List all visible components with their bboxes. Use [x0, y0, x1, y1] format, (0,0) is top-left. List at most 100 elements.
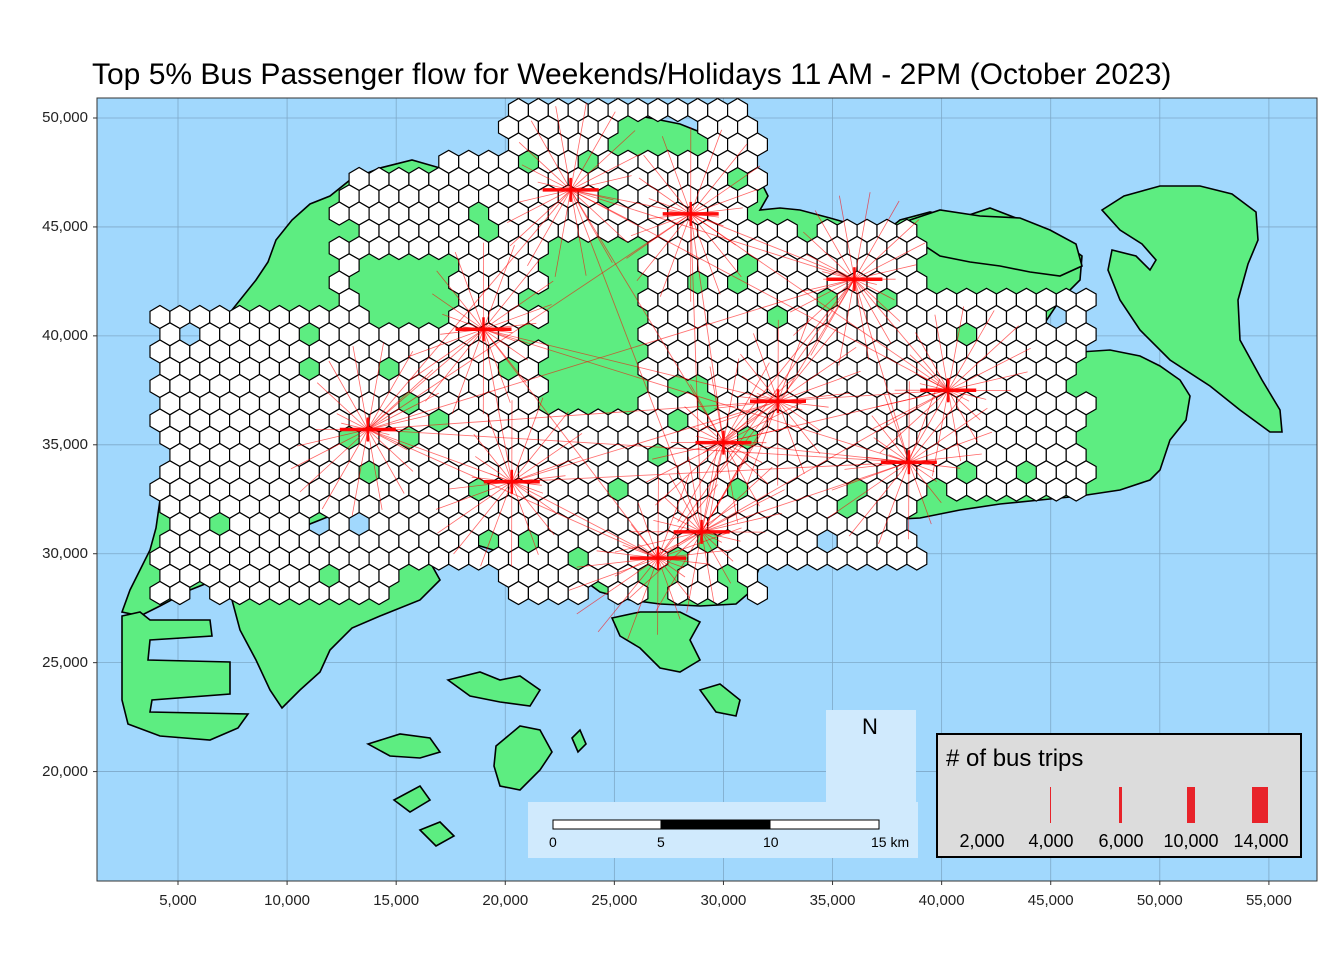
x-tick-label: 5,000 [159, 892, 197, 909]
flow-line [570, 102, 587, 190]
flow-line [483, 328, 529, 361]
x-tick-label: 45,000 [1027, 892, 1074, 909]
flow-line [367, 213, 691, 430]
flow-line [530, 120, 572, 191]
flow-line [777, 317, 810, 402]
hexagon-cell [1045, 477, 1067, 502]
map-title: Top 5% Bus Passenger flow for Weekends/H… [92, 58, 1172, 91]
flow-line [570, 189, 691, 215]
x-tick-label: 20,000 [482, 892, 529, 909]
flow-line [690, 384, 724, 443]
flow-line [570, 189, 703, 533]
flow-line [701, 489, 785, 533]
flow-line [908, 461, 942, 504]
scale-label-5: 5 [657, 834, 665, 850]
legend-label-4000: 4,000 [1028, 831, 1074, 851]
flow-line [511, 481, 659, 559]
hexagon-grid [149, 98, 1097, 606]
north-arrow-panel [826, 710, 916, 802]
flow-line [690, 213, 855, 280]
flow-line [709, 366, 724, 443]
flow-line [511, 400, 779, 483]
flow-line [831, 461, 910, 491]
hexagon-cell [328, 201, 350, 226]
hexagon-cell [1005, 477, 1028, 502]
flow-line [948, 389, 970, 402]
flow-line [646, 442, 724, 483]
flow-line [408, 328, 484, 358]
flow-line [480, 481, 513, 567]
flow-line [367, 342, 384, 430]
flow-line [507, 189, 571, 223]
flow-line [483, 304, 552, 330]
flow-line [570, 189, 628, 243]
flow-line [793, 278, 855, 336]
flow-line [570, 130, 636, 191]
north-label: N [862, 714, 878, 739]
hexagon-cell [149, 580, 171, 606]
southern-island-1 [446, 671, 542, 707]
flow-line [827, 461, 910, 519]
flow-line [442, 313, 484, 330]
pulau-ubin [909, 209, 1083, 277]
scale-bar-panel [528, 802, 918, 858]
hexagon-cell [557, 218, 579, 243]
flow-line [483, 329, 659, 559]
hexagon-cell [617, 218, 639, 243]
flow-line [723, 442, 760, 507]
scale-label-0: 0 [549, 834, 557, 850]
flow-line [806, 254, 855, 280]
flow-line [740, 353, 779, 402]
hexagon-cell [288, 580, 310, 606]
legend-symbol-14000 [1252, 787, 1268, 823]
x-tick-label: 10,000 [264, 892, 311, 909]
flow-line [657, 557, 681, 620]
flow-line [511, 411, 569, 483]
flow-line [801, 278, 855, 292]
flow-line [908, 461, 937, 482]
flow-line [511, 456, 581, 483]
hexagon-cell [826, 546, 848, 571]
sentosa [610, 611, 702, 673]
hexagon-cell [1025, 477, 1047, 502]
flow-line [483, 329, 511, 403]
flow-line [790, 278, 855, 313]
flow-line [352, 346, 369, 430]
legend-title: # of bus trips [946, 745, 1084, 772]
flow-line [777, 389, 949, 402]
flow-line [367, 429, 408, 451]
flow-line [723, 442, 763, 463]
hexagon-cell [677, 356, 699, 381]
flow-line [839, 195, 855, 280]
flow-line [723, 278, 855, 443]
flow-line [719, 400, 779, 474]
flow-line [297, 429, 368, 447]
flow-line [947, 310, 995, 391]
flow-line [626, 213, 691, 259]
flow-lines [290, 102, 1031, 640]
hexagon-cell [408, 235, 430, 261]
x-tick-label: 55,000 [1245, 892, 1292, 909]
flow-line [367, 400, 779, 430]
flow-line [657, 527, 742, 559]
flow-line [777, 346, 857, 402]
flow-line [483, 329, 527, 384]
flow-line [437, 481, 513, 534]
y-tick-label: 35,000 [42, 435, 88, 453]
hexagon-cell [428, 546, 450, 571]
hexagon-cell [268, 580, 290, 606]
x-tick-label: 25,000 [591, 892, 638, 909]
flow-line [570, 189, 949, 391]
flow-line [570, 175, 632, 191]
y-tick-label: 20,000 [42, 762, 88, 780]
flow-line [741, 375, 779, 402]
flow-line [328, 360, 369, 430]
flow-line [367, 392, 440, 430]
flow-line [803, 231, 855, 280]
southern-island-4 [392, 784, 432, 813]
scale-label-10: 10 [763, 834, 779, 850]
hexagon-cell [328, 580, 350, 606]
flow-line [701, 400, 779, 430]
hexagon-cell [886, 546, 908, 571]
legend-label-10000: 10,000 [1163, 831, 1219, 851]
